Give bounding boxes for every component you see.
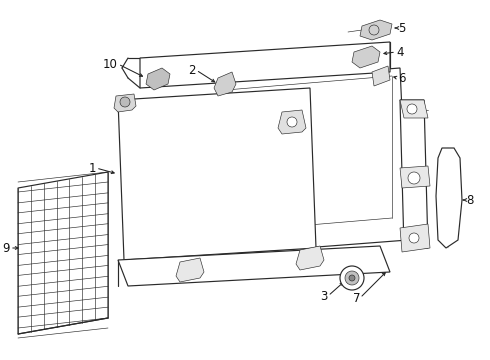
Text: 4: 4 xyxy=(396,45,403,58)
Text: 10: 10 xyxy=(103,58,118,71)
Polygon shape xyxy=(352,46,380,68)
Circle shape xyxy=(408,172,420,184)
Polygon shape xyxy=(146,68,170,90)
Polygon shape xyxy=(218,68,408,254)
Polygon shape xyxy=(18,172,108,334)
Polygon shape xyxy=(118,246,390,286)
Text: 5: 5 xyxy=(398,22,405,35)
Polygon shape xyxy=(400,100,428,118)
Polygon shape xyxy=(176,258,204,282)
Circle shape xyxy=(349,275,355,281)
Circle shape xyxy=(369,25,379,35)
Circle shape xyxy=(287,117,297,127)
Circle shape xyxy=(120,97,130,107)
Text: 6: 6 xyxy=(398,72,406,85)
Polygon shape xyxy=(214,72,236,96)
Circle shape xyxy=(407,104,417,114)
Polygon shape xyxy=(360,20,392,40)
Polygon shape xyxy=(278,110,306,134)
Text: 9: 9 xyxy=(2,242,10,255)
Text: 2: 2 xyxy=(189,63,196,77)
Polygon shape xyxy=(372,66,390,86)
Polygon shape xyxy=(114,94,136,112)
Circle shape xyxy=(340,266,364,290)
Text: 8: 8 xyxy=(466,194,473,207)
Text: 1: 1 xyxy=(89,162,96,175)
Text: 3: 3 xyxy=(320,289,328,302)
Text: 7: 7 xyxy=(352,292,360,305)
Polygon shape xyxy=(296,246,324,270)
Polygon shape xyxy=(400,224,430,252)
Polygon shape xyxy=(400,100,428,248)
Polygon shape xyxy=(436,148,462,248)
Circle shape xyxy=(409,233,419,243)
Polygon shape xyxy=(140,42,390,88)
Circle shape xyxy=(345,271,359,285)
Polygon shape xyxy=(400,166,430,188)
Polygon shape xyxy=(118,88,316,260)
